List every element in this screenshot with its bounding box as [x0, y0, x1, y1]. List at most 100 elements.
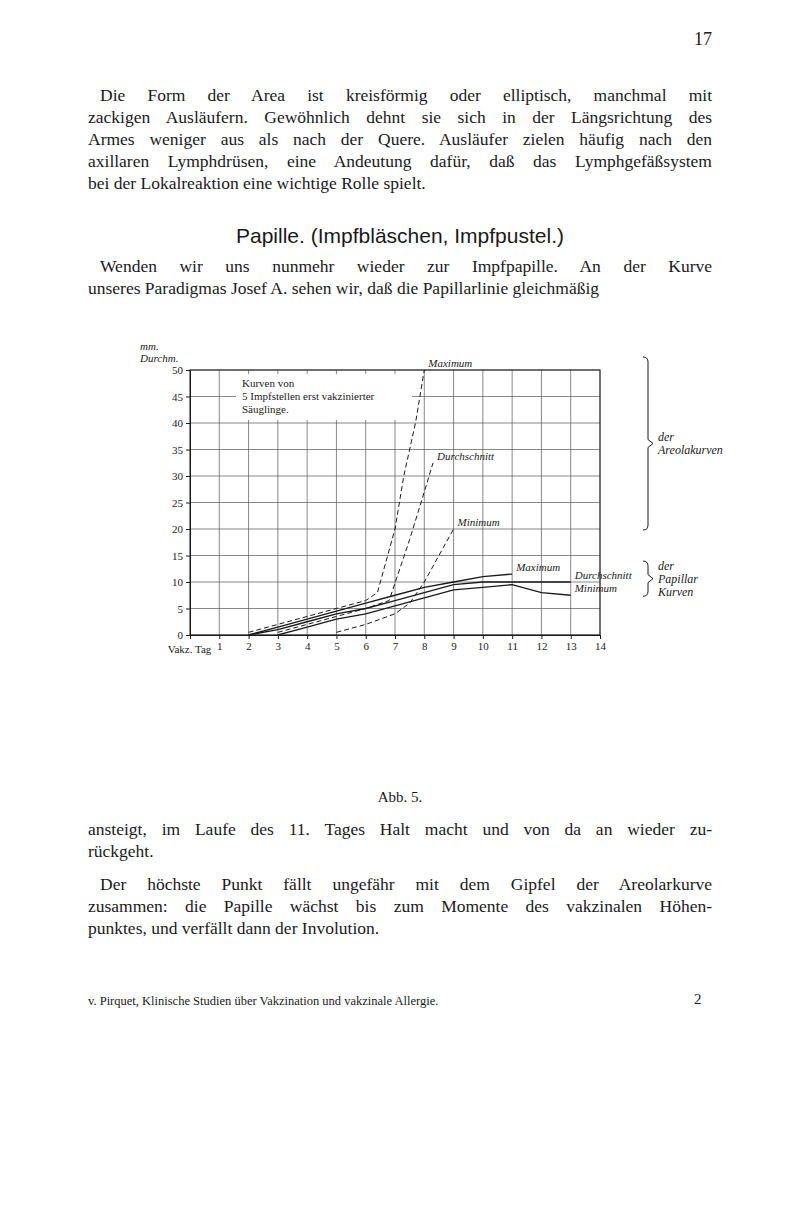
tick-mark [186, 582, 190, 583]
tick-mark [186, 476, 190, 477]
tick: 4 [305, 635, 311, 652]
subtitle: Kurven von5 Impfstellen erst vakzinierte… [236, 374, 412, 420]
tick-label: 1 [217, 640, 223, 652]
tick: 15 [172, 550, 190, 562]
grid-line-x [482, 370, 483, 635]
text-line: zusammen: die Papille wächst bis zum Mom… [88, 895, 712, 917]
tick-label: 45 [172, 391, 184, 403]
grid-line-x [219, 370, 220, 635]
tick-mark [219, 635, 220, 639]
series-label: Maximum [515, 561, 560, 573]
tick-label: 10 [172, 576, 184, 588]
chart: Kurven von5 Impfstellen erst vakzinierte… [0, 330, 800, 810]
heading: Papille. (Impfbläschen, Impfpustel.) [0, 224, 800, 248]
axis-line [186, 371, 191, 636]
series-line [249, 370, 425, 632]
series-label: Maximum [427, 357, 472, 369]
tick: 5 [334, 635, 340, 652]
y-axis: 05101520253035404550 [172, 364, 191, 641]
tick-mark [186, 556, 190, 557]
tick: 3 [276, 635, 282, 652]
plot-frame [190, 370, 600, 635]
subtitle-line: Säuglinge. [242, 403, 289, 415]
tick-label: 40 [172, 417, 184, 429]
tick: 10 [172, 576, 190, 588]
tick-mark [512, 635, 513, 639]
group-label: derAreolakurven [657, 430, 723, 457]
tick-mark [571, 635, 572, 639]
x-axis: 1234567891011121314 [191, 635, 607, 652]
tick-mark [600, 635, 601, 639]
tick-mark [336, 635, 337, 639]
tick-label: 5 [334, 640, 340, 652]
tick-mark [366, 635, 367, 639]
group-brackets: derAreolakurvenderPapillarKurven [643, 357, 723, 599]
bracket [643, 357, 653, 530]
tick-mark [424, 635, 425, 639]
tick-label: 10 [478, 640, 490, 652]
grid-line-x [541, 370, 542, 635]
series-lines [249, 370, 571, 635]
grid [190, 370, 600, 635]
tick-mark [186, 450, 190, 451]
tick-mark [541, 635, 542, 639]
tick-label: 2 [246, 640, 252, 652]
tick: 11 [507, 635, 518, 652]
tick: 20 [172, 523, 190, 535]
tick: 6 [363, 635, 369, 652]
series-labels: MaximumDurchschnittMinimumMaximumDurchsc… [427, 357, 632, 594]
series-line [336, 529, 453, 632]
tick-mark [395, 635, 396, 639]
tick-mark [278, 635, 279, 639]
tick-mark [186, 529, 190, 530]
tick: 5 [178, 603, 191, 615]
grid-line-x [453, 370, 454, 635]
text-line: zackigen Ausläufern. Gewöhnlich dehnt si… [88, 106, 712, 128]
text-line: Die Form der Area ist kreisförmig oder e… [100, 84, 712, 106]
x-axis-label: Vakz. Tag [168, 643, 212, 655]
series-label: Minimum [574, 582, 617, 594]
tick: 9 [451, 635, 457, 652]
tick-mark [186, 635, 190, 636]
tick: 7 [393, 635, 399, 652]
tick: 8 [422, 635, 428, 652]
grid-line-x [424, 370, 425, 635]
tick-label: 15 [172, 550, 184, 562]
tick-mark [186, 423, 190, 424]
page-number: 17 [650, 28, 712, 50]
chart-title: Abb. 5. [378, 789, 423, 805]
tick: 0 [178, 629, 191, 641]
grid-line-x [512, 370, 513, 635]
tick: 10 [478, 635, 490, 652]
axis-line [191, 636, 601, 640]
tick: 50 [172, 364, 190, 376]
tick: 14 [595, 635, 607, 652]
text-line: Wenden wir uns nunmehr wieder zur Impfpa… [100, 255, 712, 277]
tick-label: 0 [178, 629, 184, 641]
series-label: Minimum [457, 516, 500, 528]
bracket [643, 561, 653, 596]
tick-mark [483, 635, 484, 639]
text-line: rückgeht. [88, 840, 712, 862]
subtitle-box [236, 374, 412, 420]
tick: 30 [172, 470, 190, 482]
tick-mark [307, 635, 308, 639]
tick-mark [186, 397, 190, 398]
tick: 40 [172, 417, 190, 429]
text-line: punktes, und verfällt dann der Involutio… [88, 917, 712, 939]
tick-label: 14 [595, 640, 607, 652]
text-line: Der höchste Punkt fällt ungefähr mit dem… [100, 873, 712, 895]
footer: v. Pirquet, Klinische Studien über Vakzi… [88, 990, 438, 1012]
tick-label: 3 [276, 640, 282, 652]
tick-label: 4 [305, 640, 311, 652]
text-line: axillaren Lymphdrüsen, eine Andeutung da… [88, 150, 712, 172]
text-line: ansteigt, im Laufe des 11. Tages Halt ma… [88, 818, 712, 840]
tick-mark [186, 609, 190, 610]
tick-label: 5 [178, 603, 184, 615]
series-line [249, 582, 571, 635]
footer-signature: 2 [694, 988, 702, 1010]
tick-label: 13 [566, 640, 578, 652]
y-axis-label: mm.Durchm. [139, 340, 178, 364]
series-label: Durchschnitt [436, 450, 495, 462]
text-line: Armes weniger aus als nach der Quere. Au… [88, 128, 712, 150]
